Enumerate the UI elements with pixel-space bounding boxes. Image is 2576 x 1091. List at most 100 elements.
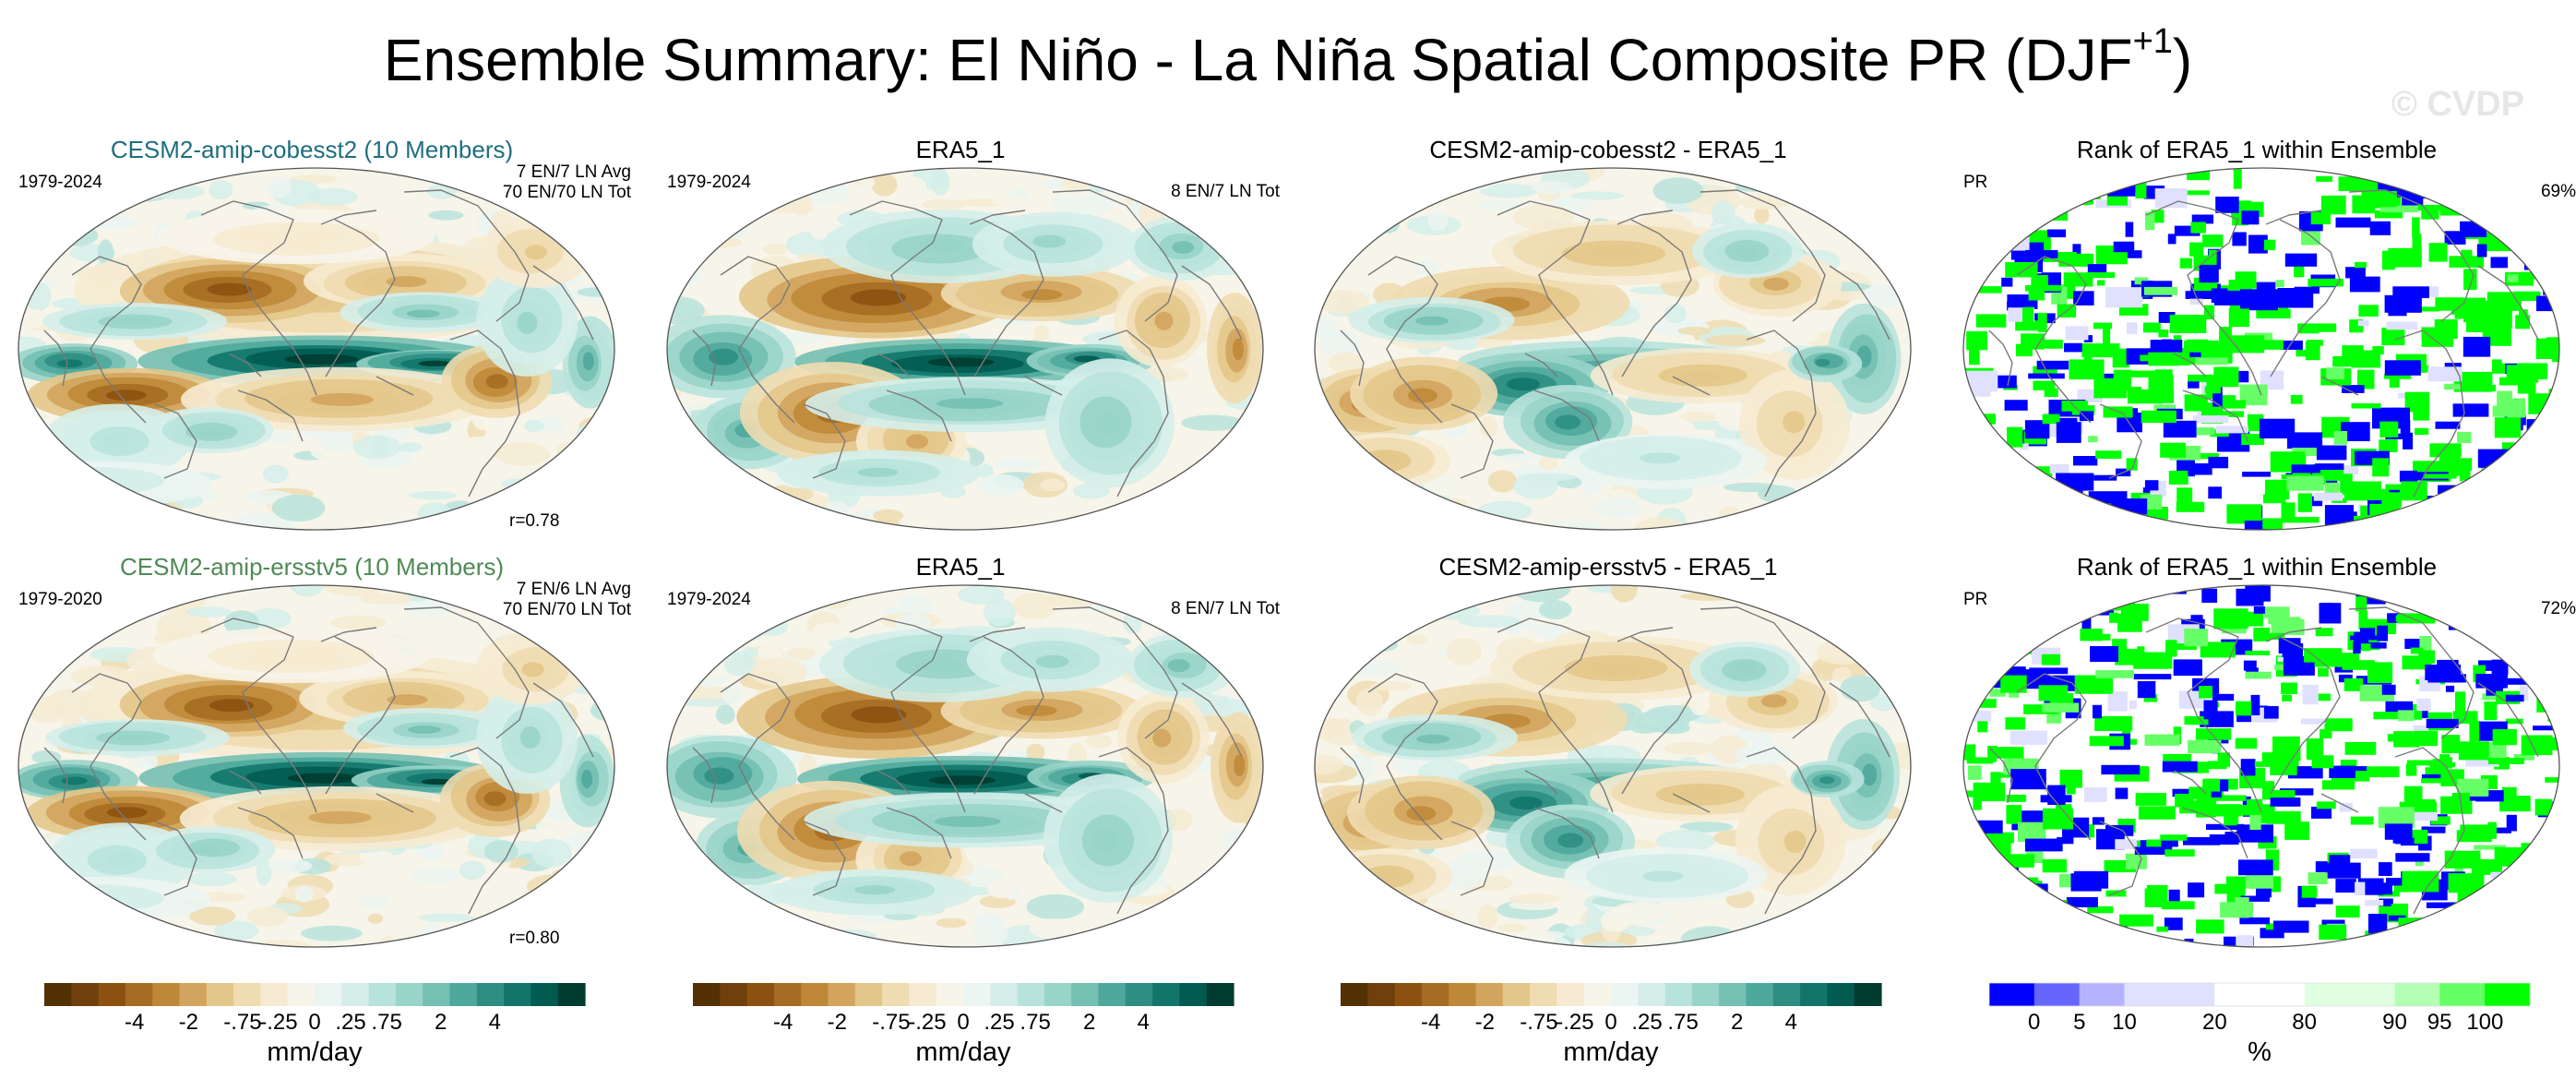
map-outline (1962, 584, 2560, 948)
globe-map (1962, 167, 2560, 531)
colorbar-swatch (773, 983, 802, 1006)
panel-event-count: 8 EN/7 LN Tot (1171, 182, 1280, 201)
colorbar-tick: -.25 (259, 1010, 298, 1035)
colorbar-tick: -2 (178, 1010, 198, 1035)
colorbar-tick: 80 (2292, 1010, 2317, 1035)
colorbar-swatch (1746, 983, 1774, 1006)
colorbar-swatch (1772, 983, 1801, 1006)
colorbar-swatch (2260, 983, 2306, 1006)
colorbar-units: % (2248, 1037, 2272, 1067)
colorbar-swatch (260, 983, 289, 1006)
colorbar-swatch (854, 983, 883, 1006)
colorbar-swatch (423, 983, 451, 1006)
panel-years: 1979-2020 (18, 590, 102, 609)
colorbar-tick: -.25 (908, 1010, 947, 1035)
map-outline (18, 584, 615, 948)
colorbar-swatch (909, 983, 937, 1006)
colorbar-swatch (315, 983, 342, 1006)
colorbar-swatch (1125, 983, 1153, 1006)
colorbar-swatch (2485, 983, 2531, 1006)
panel-title: CESM2-amip-cobesst2 - ERA5_1 (1429, 136, 1787, 163)
colorbar-swatch (233, 983, 261, 1006)
pattern-correlation: r=0.80 (509, 929, 560, 948)
colorbar-tick: -.75 (1520, 1010, 1558, 1035)
panel-years: 1979-2024 (18, 173, 102, 192)
globe-map (666, 584, 1264, 948)
panel-title: CESM2-amip-ersstv5 - ERA5_1 (1438, 553, 1778, 581)
colorbar (693, 983, 1234, 1006)
colorbar-swatch (1394, 983, 1423, 1006)
panel-title: ERA5_1 (915, 553, 1006, 581)
colorbar-tick: 0 (2027, 1010, 2041, 1035)
colorbar-swatch (1341, 983, 1368, 1006)
colorbar-swatch (341, 983, 370, 1006)
colorbar-swatch (44, 983, 72, 1006)
colorbar-tick: 4 (1137, 1010, 1150, 1035)
colorbar-tick: -4 (125, 1010, 145, 1035)
colorbar-swatch (1071, 983, 1100, 1006)
colorbar-swatch (179, 983, 208, 1006)
colorbar-swatch (936, 983, 964, 1006)
map-outline (1314, 167, 1912, 531)
globe-map (18, 167, 615, 531)
colorbar-swatch (2214, 983, 2260, 1006)
colorbar (1988, 982, 2531, 1007)
globe-map (1314, 584, 1912, 948)
colorbar-swatch (2349, 983, 2396, 1006)
colorbar-swatch (1664, 983, 1693, 1006)
colorbar-swatch (882, 983, 910, 1006)
colorbar-units: mm/day (267, 1037, 363, 1067)
colorbar-swatch (1502, 983, 1531, 1006)
colorbar-swatch (504, 983, 531, 1006)
colorbar-swatch (395, 983, 423, 1006)
panel-event-count: 7 EN/7 LN Avg 70 EN/70 LN Tot (502, 162, 631, 202)
colorbar-swatch (1827, 983, 1855, 1006)
colorbar-tick: -2 (1474, 1010, 1495, 1035)
colorbar-swatch (1638, 983, 1666, 1006)
colorbar-swatch (1179, 983, 1208, 1006)
colorbar-swatch (1583, 983, 1612, 1006)
colorbar-tick: .75 (1020, 1010, 1051, 1035)
globe-map (1314, 167, 1912, 531)
colorbar-tick: .75 (371, 1010, 402, 1035)
pattern-correlation: r=0.78 (509, 511, 560, 531)
colorbar-swatch (1530, 983, 1557, 1006)
colorbar-swatch (287, 983, 316, 1006)
colorbar-swatch (2169, 983, 2215, 1006)
figure-title: Ensemble Summary: El Niño - La Niña Spat… (383, 22, 2193, 93)
colorbar-swatch (746, 983, 775, 1006)
colorbar-tick: .25 (335, 1010, 366, 1035)
colorbar-tick: -4 (773, 1010, 793, 1035)
colorbar-tick: 2 (1083, 1010, 1096, 1035)
colorbar-swatch (1152, 983, 1180, 1006)
colorbar-tick: 95 (2427, 1010, 2452, 1035)
colorbar-swatch (1611, 983, 1639, 1006)
colorbar-swatch (990, 983, 1019, 1006)
globe-map (1962, 584, 2560, 948)
colorbar-swatch (828, 983, 856, 1006)
colorbar-swatch (1691, 983, 1720, 1006)
colorbar-tick: 0 (957, 1010, 970, 1035)
colorbar-swatch (2439, 983, 2486, 1006)
colorbar-tick: 10 (2112, 1010, 2137, 1035)
colorbar-swatch (1421, 983, 1449, 1006)
colorbar-swatch (1475, 983, 1504, 1006)
panel-title: CESM2-amip-ersstv5 (10 Members) (119, 553, 505, 581)
colorbar-tick: -.75 (872, 1010, 911, 1035)
colorbar-tick: 90 (2382, 1010, 2407, 1035)
colorbar-swatch (557, 983, 586, 1006)
colorbar-swatch (98, 983, 126, 1006)
map-outline (666, 584, 1264, 948)
cvdp-watermark: © CVDP (2391, 85, 2524, 124)
map-outline (18, 167, 615, 531)
colorbar-swatch (1556, 983, 1585, 1006)
colorbar-units: mm/day (915, 1037, 1011, 1067)
panel-title: Rank of ERA5_1 within Ensemble (2076, 136, 2438, 163)
colorbar-swatch (449, 983, 478, 1006)
colorbar-swatch (2124, 983, 2170, 1006)
colorbar (1341, 983, 1882, 1006)
map-outline (1962, 167, 2560, 531)
colorbar-swatch (1044, 983, 1072, 1006)
panel-event-count: 72% (2540, 599, 2576, 618)
colorbar-swatch (71, 983, 100, 1006)
